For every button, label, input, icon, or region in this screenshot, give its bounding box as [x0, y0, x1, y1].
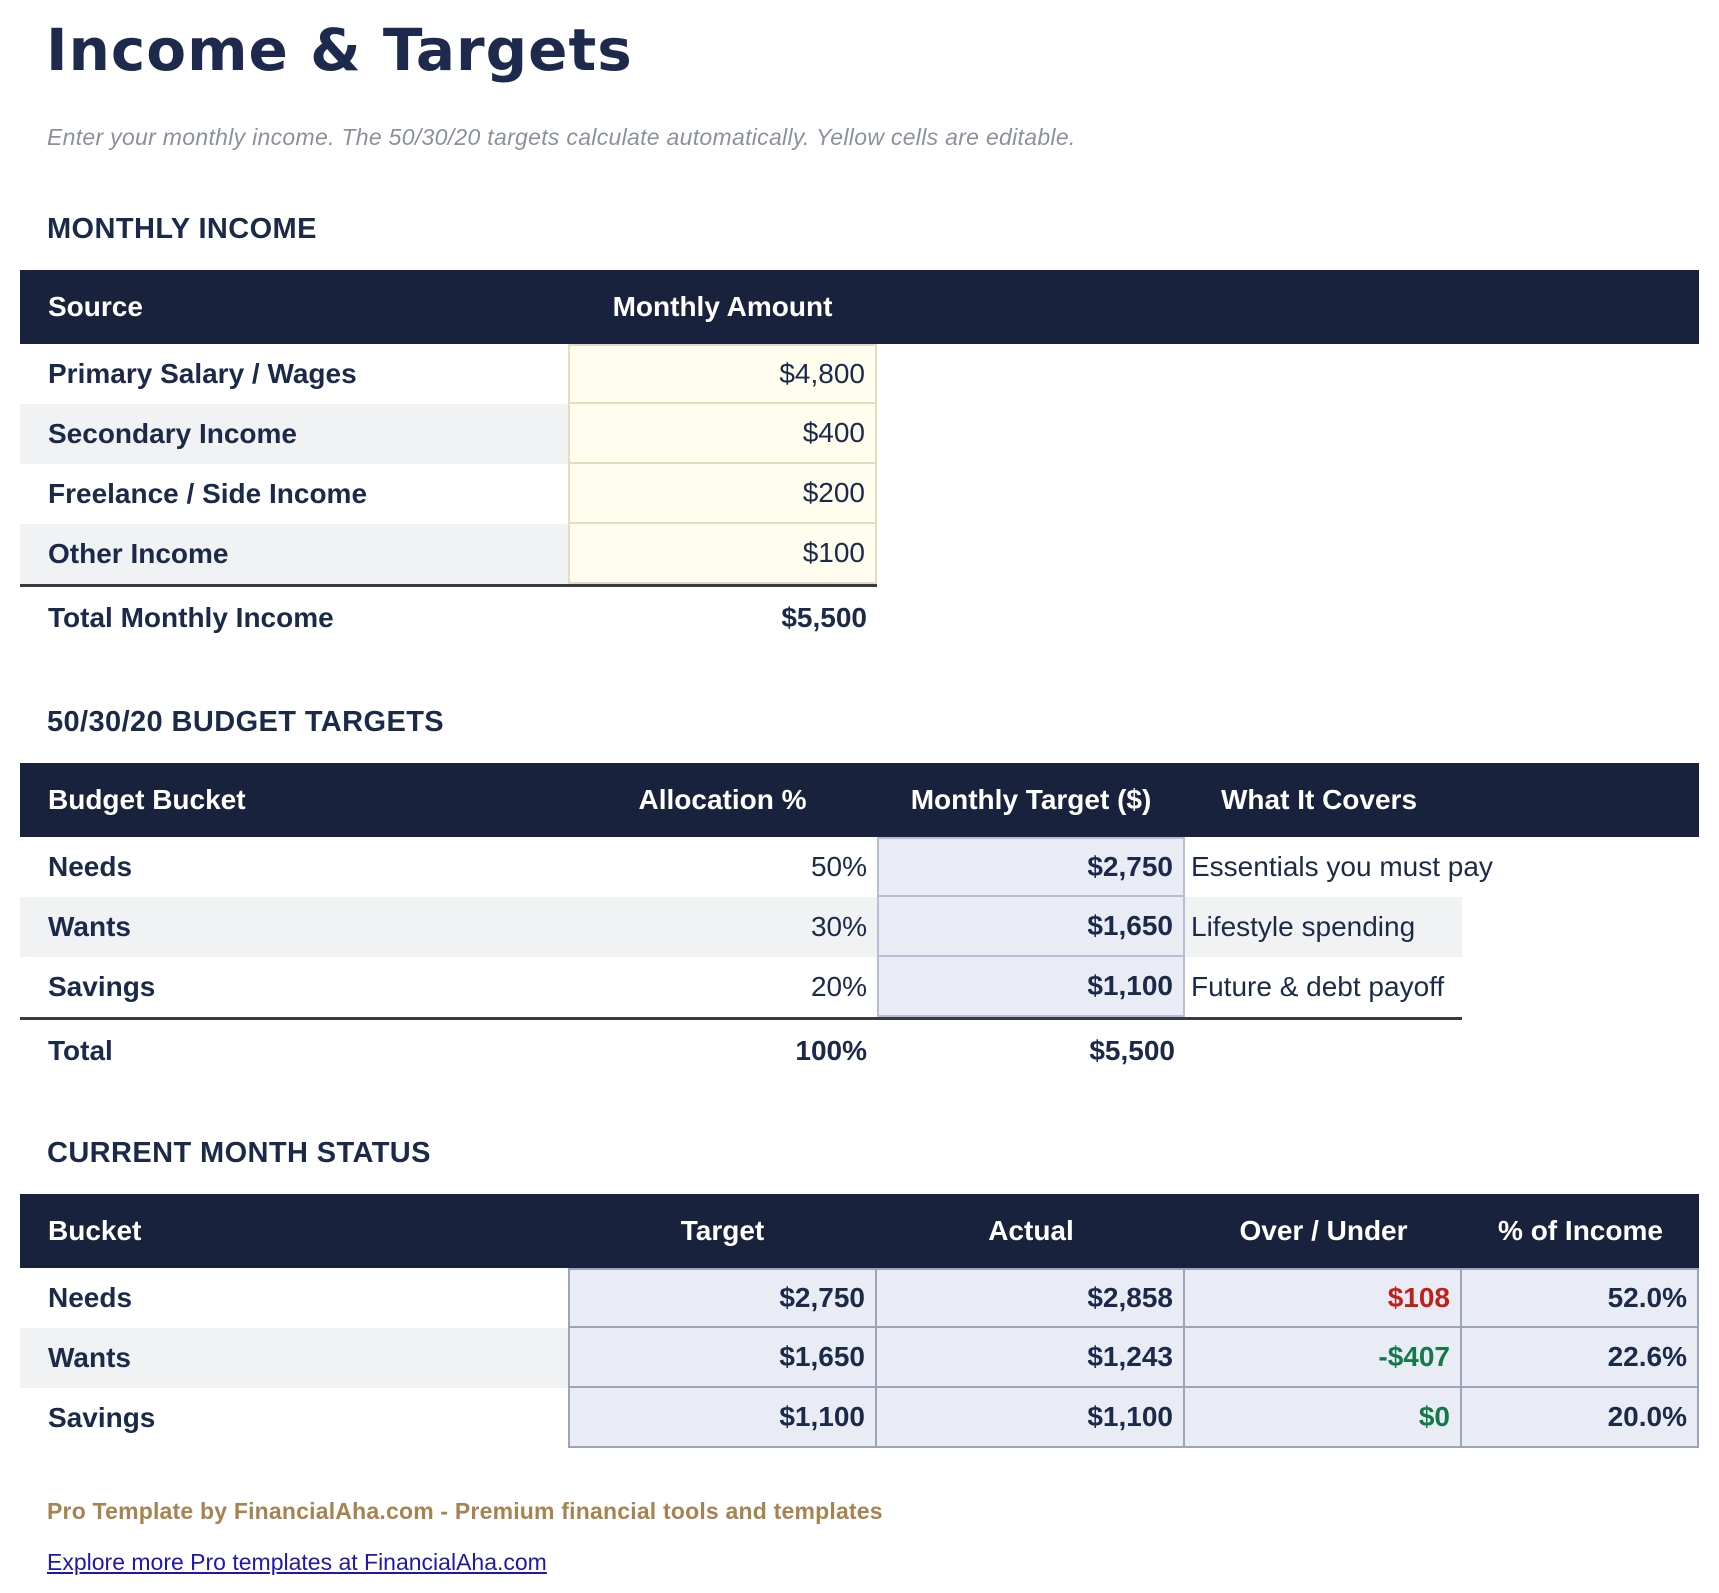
- section-heading-current-month: CURRENT MONTH STATUS: [47, 1137, 431, 1169]
- status-row-wants: Wants $1,650 $1,243 -$407 22.6%: [20, 1328, 1699, 1388]
- income-amount-cell-editable[interactable]: $100: [568, 524, 877, 584]
- monthly-income-header-row: Source Monthly Amount: [20, 270, 1699, 344]
- status-row-needs: Needs $2,750 $2,858 $108 52.0%: [20, 1268, 1699, 1328]
- total-income-amount: $5,500: [781, 601, 867, 633]
- column-header-actual: Actual: [988, 1215, 1074, 1246]
- column-header-allocation: Allocation %: [638, 784, 807, 815]
- column-header-monthly-target: Monthly Target ($): [910, 784, 1152, 815]
- budget-bucket-label: Needs: [48, 851, 133, 882]
- status-over-under-cell: $0: [1185, 1388, 1462, 1448]
- income-source-label: Primary Salary / Wages: [48, 358, 357, 389]
- allocation-value: 30%: [568, 897, 877, 957]
- budget-total-label: Total: [48, 1034, 113, 1066]
- page-subtitle: Enter your monthly income. The 50/30/20 …: [47, 124, 1076, 150]
- column-header-what-it-covers: What It Covers: [1221, 784, 1418, 815]
- status-bucket-label: Needs: [48, 1282, 133, 1313]
- covers-text: Lifestyle spending: [1185, 897, 1462, 957]
- monthly-target-cell: $1,100: [877, 957, 1185, 1017]
- column-header-target: Target: [680, 1215, 765, 1246]
- income-row-secondary: Secondary Income $400: [20, 404, 877, 464]
- income-source-label: Other Income: [20, 524, 568, 584]
- monthly-income-total-row: Total Monthly Income $5,500: [20, 584, 877, 648]
- status-pct-income-cell: 22.6%: [1462, 1328, 1699, 1388]
- income-source-label: Freelance / Side Income: [48, 478, 368, 509]
- income-row-primary-salary: Primary Salary / Wages $4,800: [20, 344, 877, 404]
- status-target-cell: $2,750: [568, 1268, 877, 1328]
- budget-total-filler: [1185, 1020, 1462, 1081]
- monthly-income-table: Source Monthly Amount Primary Salary / W…: [20, 270, 1719, 648]
- status-target-cell: $1,650: [568, 1328, 877, 1388]
- income-row-freelance: Freelance / Side Income $200: [20, 464, 877, 524]
- status-pct-income-cell: 52.0%: [1462, 1268, 1699, 1328]
- status-row-savings: Savings $1,100 $1,100 $0 20.0%: [20, 1388, 1699, 1448]
- covers-text: Essentials you must pay: [1191, 851, 1493, 882]
- budget-row-savings: Savings 20% $1,100 Future & debt payoff: [20, 957, 1462, 1017]
- status-over-under-cell: -$407: [1185, 1328, 1462, 1388]
- status-target-cell: $1,100: [568, 1388, 877, 1448]
- page-title: Income & Targets: [46, 16, 633, 84]
- covers-text: Future & debt payoff: [1191, 971, 1445, 1002]
- section-heading-monthly-income: MONTHLY INCOME: [47, 213, 317, 245]
- current-month-status-table: Bucket Target Actual Over / Under % of I…: [20, 1194, 1719, 1448]
- budget-total-target: $5,500: [1089, 1034, 1175, 1066]
- column-header-over-under: Over / Under: [1239, 1215, 1408, 1246]
- monthly-target-cell: $1,650: [877, 897, 1185, 957]
- budget-bucket-label: Wants: [20, 897, 568, 957]
- budget-row-wants: Wants 30% $1,650 Lifestyle spending: [20, 897, 1462, 957]
- section-heading-budget-targets: 50/30/20 BUDGET TARGETS: [47, 706, 445, 738]
- income-targets-page: Income & Targets Enter your monthly inco…: [0, 16, 1719, 1593]
- income-amount-cell-editable[interactable]: $4,800: [568, 344, 877, 404]
- column-header-pct-income: % of Income: [1498, 1215, 1663, 1246]
- footer-credit: Pro Template by FinancialAha.com - Premi…: [47, 1498, 883, 1524]
- column-header-bucket: Bucket: [48, 1215, 142, 1246]
- status-over-under-cell: $108: [1185, 1268, 1462, 1328]
- income-source-label: Secondary Income: [20, 404, 568, 464]
- income-amount-cell-editable[interactable]: $400: [568, 404, 877, 464]
- column-header-budget-bucket: Budget Bucket: [48, 784, 246, 815]
- budget-targets-total-row: Total 100% $5,500: [20, 1017, 1462, 1081]
- allocation-value: 20%: [810, 971, 867, 1002]
- allocation-value: 50%: [810, 851, 867, 882]
- budget-targets-header-row: Budget Bucket Allocation % Monthly Targe…: [20, 763, 1699, 837]
- budget-total-allocation: 100%: [795, 1034, 867, 1066]
- total-income-label: Total Monthly Income: [48, 601, 334, 633]
- monthly-target-cell: $2,750: [877, 837, 1185, 897]
- status-actual-cell: $2,858: [877, 1268, 1185, 1328]
- budget-targets-table: Budget Bucket Allocation % Monthly Targe…: [20, 763, 1719, 1081]
- status-actual-cell: $1,100: [877, 1388, 1185, 1448]
- status-bucket-label: Savings: [48, 1402, 156, 1433]
- income-row-other: Other Income $100: [20, 524, 877, 584]
- column-header-monthly-amount: Monthly Amount: [612, 291, 833, 322]
- income-amount-cell-editable[interactable]: $200: [568, 464, 877, 524]
- status-actual-cell: $1,243: [877, 1328, 1185, 1388]
- footer-explore-link[interactable]: Explore more Pro templates at FinancialA…: [47, 1549, 547, 1575]
- column-header-source: Source: [48, 291, 143, 322]
- status-pct-income-cell: 20.0%: [1462, 1388, 1699, 1448]
- budget-bucket-label: Savings: [48, 971, 156, 1002]
- status-bucket-label: Wants: [20, 1328, 568, 1388]
- current-month-header-row: Bucket Target Actual Over / Under % of I…: [20, 1194, 1699, 1268]
- budget-row-needs: Needs 50% $2,750 Essentials you must pay: [20, 837, 1493, 897]
